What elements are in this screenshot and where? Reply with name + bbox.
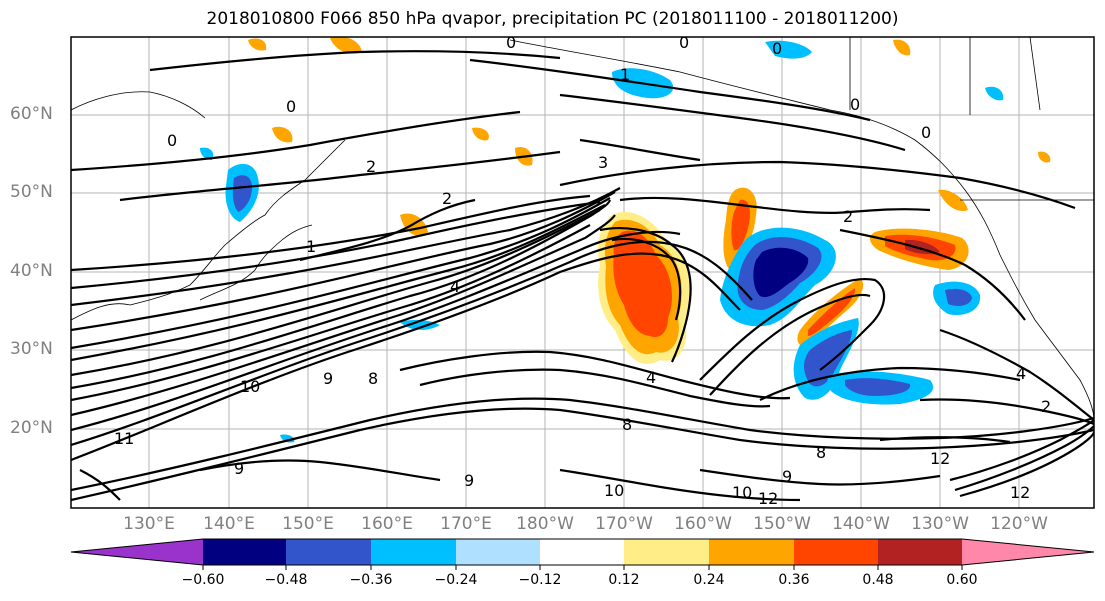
colorbar-segment <box>794 539 878 565</box>
colorbar-segment <box>540 539 624 565</box>
lon-label: 140°W <box>832 514 890 534</box>
colorbar-tick-label: 0.48 <box>862 572 894 588</box>
colorbar-tick-label: 0.60 <box>946 572 978 588</box>
colorbar-tick-label: −0.36 <box>349 572 393 588</box>
contour-label: 10 <box>240 377 260 396</box>
contour-label: 4 <box>646 368 656 387</box>
lat-label: 60°N <box>10 104 53 124</box>
contour-label: 1 <box>620 65 630 84</box>
contour-label: 2 <box>1041 397 1051 416</box>
colorbar-tick-label: −0.12 <box>518 572 562 588</box>
contour-label: 9 <box>323 369 333 388</box>
colorbar-extend-low <box>71 539 203 565</box>
contour-label: 0 <box>850 95 860 114</box>
colorbar-segment <box>203 539 286 565</box>
contour-label: 0 <box>679 33 689 52</box>
colorbar-tick-label: −0.24 <box>434 572 478 588</box>
colorbar-tick-label: −0.60 <box>181 572 225 588</box>
lon-label: 170°E <box>440 514 492 534</box>
colorbar-segment <box>286 539 371 565</box>
contour-label: 2 <box>442 189 452 208</box>
map-plot-area: 0 0 0 0 0 0 0 1 1 2 2 3 4 4 4 8 8 9 9 9 … <box>71 33 1094 508</box>
colorbar-tick-label: −0.48 <box>264 572 308 588</box>
lon-label: 180°W <box>516 514 574 534</box>
colorbar-segment <box>878 539 962 565</box>
contour-label: 12 <box>758 489 778 508</box>
lat-label: 50°N <box>10 182 53 202</box>
colorbar-tick-label: 0.24 <box>693 572 725 588</box>
contour-label: 12 <box>930 449 950 468</box>
lon-label: 130°E <box>123 514 175 534</box>
qvapor-contours <box>71 50 1094 502</box>
lon-label: 150°E <box>282 514 334 534</box>
coastlines <box>71 37 1094 421</box>
lon-label: 120°W <box>990 514 1048 534</box>
contour-label: 2 <box>843 207 853 226</box>
contour-label: 12 <box>1010 483 1030 502</box>
precip-anomaly-fills <box>200 37 1051 443</box>
lat-label: 20°N <box>10 418 53 438</box>
colorbar-extend-high <box>962 539 1094 565</box>
contour-labels: 0 0 0 0 0 0 0 1 1 2 2 3 4 4 4 8 8 9 9 9 … <box>114 33 1051 508</box>
map-frame <box>70 36 1095 509</box>
colorbar-segment <box>709 539 794 565</box>
contour-label: 0 <box>921 123 931 142</box>
contour-label: 8 <box>368 369 378 388</box>
lon-label: 130°W <box>911 514 969 534</box>
contour-label: 11 <box>114 429 134 448</box>
colorbar <box>70 538 1095 570</box>
contour-label: 0 <box>772 39 782 58</box>
lat-label: 40°N <box>10 261 53 281</box>
lon-label: 160°W <box>674 514 732 534</box>
colorbar-tick-label: 0.36 <box>778 572 810 588</box>
figure-title: 2018010800 F066 850 hPa qvapor, precipit… <box>206 9 899 29</box>
contour-label: 9 <box>234 459 244 478</box>
contour-label: 2 <box>366 157 376 176</box>
colorbar-segment <box>624 539 709 565</box>
contour-label: 8 <box>816 443 826 462</box>
contour-label: 3 <box>598 153 608 172</box>
contour-label: 10 <box>732 483 752 502</box>
lat-label: 30°N <box>10 339 53 359</box>
colorbar-segment <box>456 539 540 565</box>
lon-label: 170°W <box>595 514 653 534</box>
colorbar-ticks <box>202 565 963 570</box>
contour-label: 1 <box>306 237 316 256</box>
contour-label: 9 <box>782 467 792 486</box>
contour-label: 0 <box>286 97 296 116</box>
contour-label: 0 <box>167 131 177 150</box>
colorbar-tick-label: 0.12 <box>608 572 640 588</box>
contour-label: 4 <box>1016 364 1026 383</box>
contour-label: 9 <box>464 471 474 490</box>
lon-label: 140°E <box>203 514 255 534</box>
lon-label: 150°W <box>753 514 811 534</box>
contour-label: 0 <box>506 33 516 52</box>
lon-label: 160°E <box>361 514 413 534</box>
colorbar-segment <box>371 539 456 565</box>
contour-label: 8 <box>622 415 632 434</box>
contour-label: 10 <box>604 481 624 500</box>
contour-label: 4 <box>450 277 460 296</box>
